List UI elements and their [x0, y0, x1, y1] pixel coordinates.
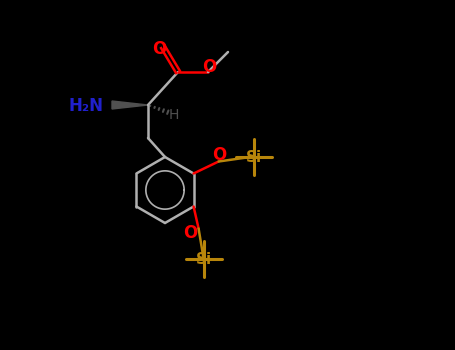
Text: Si: Si: [246, 150, 262, 165]
Polygon shape: [112, 101, 148, 109]
Text: O: O: [202, 58, 216, 76]
Text: O: O: [183, 224, 198, 243]
Text: H₂N: H₂N: [69, 97, 104, 115]
Text: O: O: [152, 40, 166, 58]
Text: Si: Si: [196, 252, 212, 267]
Text: H: H: [169, 108, 179, 122]
Text: O: O: [212, 146, 227, 163]
